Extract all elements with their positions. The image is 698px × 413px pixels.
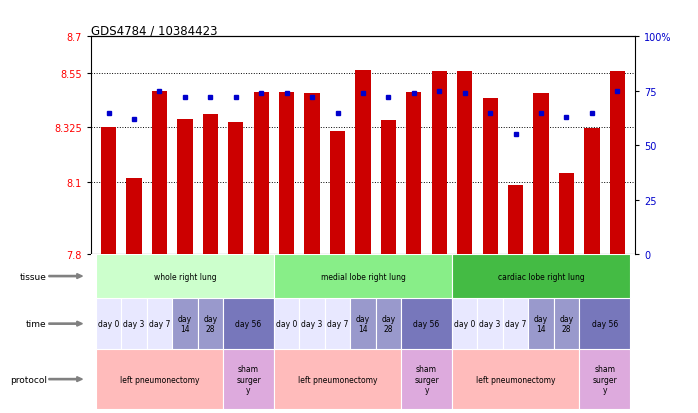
Text: tissue: tissue (20, 272, 47, 281)
Text: cardiac lobe right lung: cardiac lobe right lung (498, 272, 584, 281)
Bar (431, 72, 447, 255)
Bar (96, 255, 274, 298)
Bar (355, 71, 371, 255)
Text: time: time (26, 319, 47, 328)
Text: protocol: protocol (10, 375, 47, 384)
Text: day
14: day 14 (356, 314, 370, 334)
Text: day
14: day 14 (178, 314, 192, 334)
Bar (452, 298, 477, 349)
Bar (223, 349, 274, 409)
Bar (330, 131, 345, 255)
Text: sham
surger
y: sham surger y (236, 364, 261, 394)
Bar (452, 349, 579, 409)
Bar (223, 298, 274, 349)
Bar (503, 298, 528, 349)
Text: day 0: day 0 (454, 319, 475, 328)
Bar (96, 298, 121, 349)
Bar (274, 255, 452, 298)
Bar (559, 174, 574, 255)
Bar (121, 298, 147, 349)
Bar (126, 178, 142, 255)
Bar (452, 255, 630, 298)
Bar (147, 298, 172, 349)
Text: day 7: day 7 (505, 319, 526, 328)
Bar (381, 121, 396, 255)
Text: day
28: day 28 (381, 314, 396, 334)
Bar (96, 349, 223, 409)
Text: day 56: day 56 (413, 319, 440, 328)
Text: left pneumonectomy: left pneumonectomy (476, 375, 556, 384)
Text: day
28: day 28 (559, 314, 574, 334)
Bar (579, 349, 630, 409)
Bar (401, 349, 452, 409)
Bar (198, 298, 223, 349)
Bar (228, 123, 244, 255)
Text: day
28: day 28 (203, 314, 217, 334)
Text: left pneumonectomy: left pneumonectomy (298, 375, 377, 384)
Text: day 3: day 3 (480, 319, 501, 328)
Bar (177, 119, 193, 255)
Bar (274, 298, 299, 349)
Bar (151, 92, 167, 255)
Bar (274, 349, 401, 409)
Bar (406, 93, 422, 255)
Bar (482, 99, 498, 255)
Bar (477, 298, 503, 349)
Text: sham
surger
y: sham surger y (593, 364, 617, 394)
Bar (304, 94, 320, 255)
Bar (584, 129, 600, 255)
Bar (202, 114, 218, 255)
Bar (172, 298, 198, 349)
Text: day 3: day 3 (124, 319, 144, 328)
Text: day 0: day 0 (276, 319, 297, 328)
Bar (579, 298, 630, 349)
Bar (279, 93, 295, 255)
Bar (401, 298, 452, 349)
Bar (528, 298, 554, 349)
Bar (325, 298, 350, 349)
Bar (610, 72, 625, 255)
Bar (376, 298, 401, 349)
Bar (253, 93, 269, 255)
Bar (350, 298, 376, 349)
Bar (101, 128, 116, 255)
Bar (533, 94, 549, 255)
Text: day 56: day 56 (235, 319, 262, 328)
Text: left pneumonectomy: left pneumonectomy (119, 375, 199, 384)
Text: day
14: day 14 (534, 314, 548, 334)
Text: GDS4784 / 10384423: GDS4784 / 10384423 (91, 24, 217, 37)
Text: day 3: day 3 (302, 319, 322, 328)
Bar (508, 186, 524, 255)
Bar (554, 298, 579, 349)
Text: day 56: day 56 (591, 319, 618, 328)
Bar (299, 298, 325, 349)
Bar (457, 72, 473, 255)
Text: medial lobe right lung: medial lobe right lung (320, 272, 406, 281)
Text: day 0: day 0 (98, 319, 119, 328)
Text: sham
surger
y: sham surger y (414, 364, 439, 394)
Text: day 7: day 7 (149, 319, 170, 328)
Text: whole right lung: whole right lung (154, 272, 216, 281)
Text: day 7: day 7 (327, 319, 348, 328)
